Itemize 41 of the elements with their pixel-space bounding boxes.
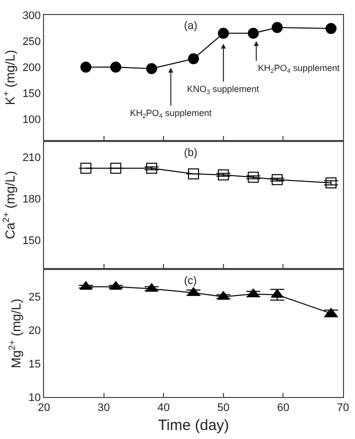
- point: [80, 162, 92, 174]
- point: [146, 63, 158, 74]
- point: [272, 22, 283, 33]
- y-tick-label: 25: [28, 292, 41, 304]
- x-tick-label: 50: [217, 402, 230, 414]
- x-tick-label: 30: [98, 402, 110, 414]
- point: [188, 53, 199, 64]
- x-tick-label: 40: [157, 402, 170, 414]
- point: [80, 62, 92, 73]
- x-tick-label: 70: [336, 402, 350, 414]
- annotation: KH$_{2}$PO$_{4}$ supplement: [130, 108, 212, 120]
- annotation: KNO$_{3}$ supplement: [187, 84, 260, 96]
- y-tick-label: 150: [22, 88, 41, 100]
- point: [248, 28, 259, 39]
- x-tick-label: 60: [277, 402, 290, 414]
- point: [146, 162, 158, 174]
- point: [248, 172, 259, 183]
- y-tick-label: 15: [28, 358, 41, 370]
- y-tick-label: 20: [28, 325, 41, 338]
- y-tick-label: 180: [22, 194, 41, 206]
- point: [326, 177, 337, 188]
- annotation: (a): [184, 20, 198, 32]
- y-tick-label: 200: [22, 62, 41, 74]
- point: [110, 62, 122, 73]
- point: [218, 169, 229, 180]
- point: [110, 162, 122, 174]
- y-tick-label: 100: [22, 114, 41, 126]
- x-tick-label: 20: [38, 402, 50, 414]
- y-tick-label: 300: [22, 10, 41, 22]
- y-tick-label: 210: [22, 152, 41, 164]
- x-axis-title: Time (day): [158, 417, 230, 434]
- point: [188, 168, 199, 180]
- annotation: KH$_{2}$PO$_{4}$ supplement: [258, 63, 340, 75]
- y-tick-label: 10: [28, 392, 41, 404]
- y-tick-label: 150: [22, 235, 41, 248]
- annotation: (c): [184, 275, 197, 287]
- annotation: (b): [184, 147, 198, 159]
- y-tick-label: 250: [22, 36, 41, 48]
- point: [272, 174, 283, 186]
- point: [218, 28, 229, 39]
- point: [326, 23, 337, 34]
